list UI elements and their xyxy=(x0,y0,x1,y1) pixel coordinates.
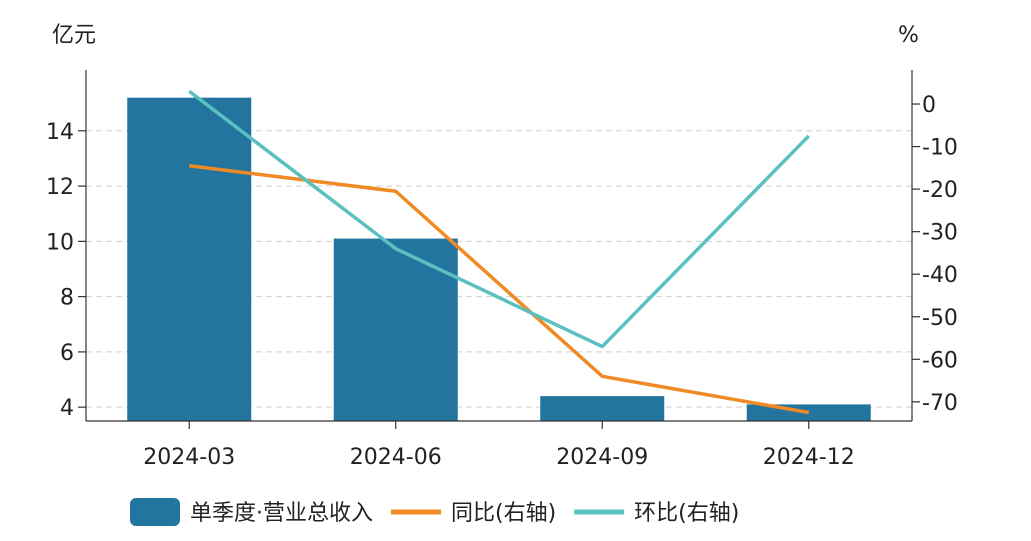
left-tick-label: 12 xyxy=(46,175,74,200)
x-tick-label: 2024-09 xyxy=(556,445,648,470)
axes: 4 6 8 10 12 14 0 -10 -20 -30 -40 -50 -60 -70 2024-03 20… xyxy=(46,70,958,470)
right-tick-label: -30 xyxy=(922,221,958,246)
left-tick-label: 14 xyxy=(46,120,74,145)
bar xyxy=(333,238,458,421)
series-line xyxy=(189,163,810,415)
bar-series xyxy=(127,97,871,422)
series-line xyxy=(188,89,810,349)
legend-label: 环比(右轴) xyxy=(634,501,739,526)
legend: 单季度·营业总收入 同比(右轴) 环比(右轴) xyxy=(130,498,739,526)
left-tick-label: 4 xyxy=(60,396,74,421)
x-tick-label: 2024-03 xyxy=(143,445,235,470)
right-tick-label: 0 xyxy=(922,93,936,118)
left-tick-label: 8 xyxy=(60,286,74,311)
legend-label: 同比(右轴) xyxy=(451,501,556,526)
right-tick-label: -20 xyxy=(922,178,958,203)
x-tick-label: 2024-06 xyxy=(350,445,442,470)
right-tick-label: -60 xyxy=(922,348,958,373)
bar xyxy=(746,404,871,421)
legend-swatch-bar xyxy=(130,498,180,526)
right-tick-label: -10 xyxy=(922,136,958,161)
line-series xyxy=(188,89,810,415)
right-tick-label: -70 xyxy=(922,391,958,416)
right-tick-label: -50 xyxy=(922,306,958,331)
x-tick-label: 2024-12 xyxy=(763,445,855,470)
right-tick-label: -40 xyxy=(922,263,958,288)
bar xyxy=(540,396,665,421)
left-tick-label: 6 xyxy=(60,341,74,366)
legend-label: 单季度·营业总收入 xyxy=(190,501,373,526)
bar xyxy=(127,97,252,422)
left-tick-label: 10 xyxy=(46,230,74,255)
left-axis-unit: 亿元 xyxy=(52,23,96,48)
right-axis-unit: % xyxy=(898,23,919,48)
